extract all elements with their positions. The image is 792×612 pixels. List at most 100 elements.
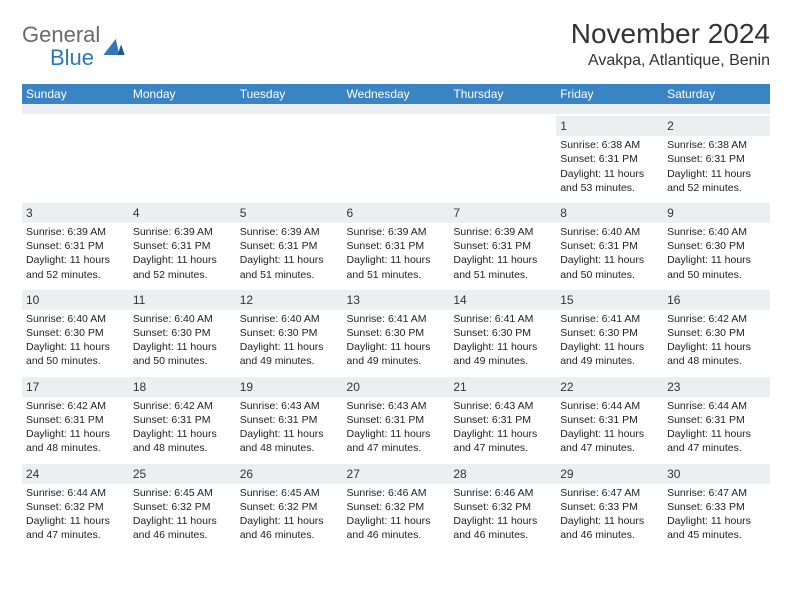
day-number: 19 <box>236 377 343 397</box>
day-cell <box>449 114 556 201</box>
day-number: 20 <box>343 377 450 397</box>
day-cell: 19Sunrise: 6:43 AMSunset: 6:31 PMDayligh… <box>236 375 343 462</box>
day-number: 12 <box>236 290 343 310</box>
day-cell: 7Sunrise: 6:39 AMSunset: 6:31 PMDaylight… <box>449 201 556 288</box>
weekday-header: Sunday <box>22 84 129 104</box>
day-number: 11 <box>129 290 236 310</box>
day-cell: 22Sunrise: 6:44 AMSunset: 6:31 PMDayligh… <box>556 375 663 462</box>
day-number: 5 <box>236 203 343 223</box>
day-number: 27 <box>343 464 450 484</box>
weekday-header: Wednesday <box>343 84 450 104</box>
day-info: Sunrise: 6:46 AMSunset: 6:32 PMDaylight:… <box>453 486 552 543</box>
day-number: 30 <box>663 464 770 484</box>
day-cell <box>22 114 129 201</box>
day-cell: 2Sunrise: 6:38 AMSunset: 6:31 PMDaylight… <box>663 114 770 201</box>
day-info: Sunrise: 6:40 AMSunset: 6:30 PMDaylight:… <box>667 225 766 282</box>
day-info: Sunrise: 6:44 AMSunset: 6:31 PMDaylight:… <box>667 399 766 456</box>
day-number: 23 <box>663 377 770 397</box>
day-cell: 4Sunrise: 6:39 AMSunset: 6:31 PMDaylight… <box>129 201 236 288</box>
day-info: Sunrise: 6:43 AMSunset: 6:31 PMDaylight:… <box>453 399 552 456</box>
day-info: Sunrise: 6:44 AMSunset: 6:31 PMDaylight:… <box>560 399 659 456</box>
day-cell: 6Sunrise: 6:39 AMSunset: 6:31 PMDaylight… <box>343 201 450 288</box>
day-number: 7 <box>449 203 556 223</box>
title-block: November 2024 Avakpa, Atlantique, Benin <box>571 18 770 70</box>
sail-icon <box>103 39 125 55</box>
day-info: Sunrise: 6:38 AMSunset: 6:31 PMDaylight:… <box>560 138 659 195</box>
day-number: 8 <box>556 203 663 223</box>
day-number: 22 <box>556 377 663 397</box>
day-number: 25 <box>129 464 236 484</box>
day-cell <box>236 114 343 201</box>
day-info: Sunrise: 6:38 AMSunset: 6:31 PMDaylight:… <box>667 138 766 195</box>
day-info: Sunrise: 6:39 AMSunset: 6:31 PMDaylight:… <box>240 225 339 282</box>
day-number: 29 <box>556 464 663 484</box>
brand-part2: Blue <box>22 45 94 70</box>
day-info: Sunrise: 6:39 AMSunset: 6:31 PMDaylight:… <box>26 225 125 282</box>
brand-logo: General Blue <box>22 18 125 70</box>
day-cell: 9Sunrise: 6:40 AMSunset: 6:30 PMDaylight… <box>663 201 770 288</box>
brand-part1: General <box>22 22 100 47</box>
day-cell: 18Sunrise: 6:42 AMSunset: 6:31 PMDayligh… <box>129 375 236 462</box>
calendar-page: General Blue November 2024 Avakpa, Atlan… <box>0 0 792 548</box>
day-number: 6 <box>343 203 450 223</box>
day-cell: 10Sunrise: 6:40 AMSunset: 6:30 PMDayligh… <box>22 288 129 375</box>
day-number: 3 <box>22 203 129 223</box>
day-info: Sunrise: 6:46 AMSunset: 6:32 PMDaylight:… <box>347 486 446 543</box>
day-info: Sunrise: 6:45 AMSunset: 6:32 PMDaylight:… <box>240 486 339 543</box>
day-cell: 17Sunrise: 6:42 AMSunset: 6:31 PMDayligh… <box>22 375 129 462</box>
calendar-week-row: 3Sunrise: 6:39 AMSunset: 6:31 PMDaylight… <box>22 201 770 288</box>
day-info: Sunrise: 6:45 AMSunset: 6:32 PMDaylight:… <box>133 486 232 543</box>
calendar-week-row: 17Sunrise: 6:42 AMSunset: 6:31 PMDayligh… <box>22 375 770 462</box>
day-number: 1 <box>556 116 663 136</box>
day-number: 13 <box>343 290 450 310</box>
day-info: Sunrise: 6:41 AMSunset: 6:30 PMDaylight:… <box>560 312 659 369</box>
day-info: Sunrise: 6:47 AMSunset: 6:33 PMDaylight:… <box>560 486 659 543</box>
weekday-header: Saturday <box>663 84 770 104</box>
calendar-body: 1Sunrise: 6:38 AMSunset: 6:31 PMDaylight… <box>22 114 770 548</box>
day-cell: 1Sunrise: 6:38 AMSunset: 6:31 PMDaylight… <box>556 114 663 201</box>
day-cell: 27Sunrise: 6:46 AMSunset: 6:32 PMDayligh… <box>343 462 450 549</box>
day-cell: 16Sunrise: 6:42 AMSunset: 6:30 PMDayligh… <box>663 288 770 375</box>
day-cell: 3Sunrise: 6:39 AMSunset: 6:31 PMDaylight… <box>22 201 129 288</box>
day-number: 21 <box>449 377 556 397</box>
header-spacer <box>22 104 770 114</box>
calendar-week-row: 24Sunrise: 6:44 AMSunset: 6:32 PMDayligh… <box>22 462 770 549</box>
day-cell: 20Sunrise: 6:43 AMSunset: 6:31 PMDayligh… <box>343 375 450 462</box>
day-info: Sunrise: 6:47 AMSunset: 6:33 PMDaylight:… <box>667 486 766 543</box>
calendar-week-row: 10Sunrise: 6:40 AMSunset: 6:30 PMDayligh… <box>22 288 770 375</box>
day-cell: 14Sunrise: 6:41 AMSunset: 6:30 PMDayligh… <box>449 288 556 375</box>
day-number: 24 <box>22 464 129 484</box>
day-number: 10 <box>22 290 129 310</box>
day-number: 2 <box>663 116 770 136</box>
day-number: 4 <box>129 203 236 223</box>
page-header: General Blue November 2024 Avakpa, Atlan… <box>22 18 770 70</box>
day-cell: 15Sunrise: 6:41 AMSunset: 6:30 PMDayligh… <box>556 288 663 375</box>
weekday-header-row: Sunday Monday Tuesday Wednesday Thursday… <box>22 84 770 104</box>
day-info: Sunrise: 6:40 AMSunset: 6:30 PMDaylight:… <box>133 312 232 369</box>
day-number: 18 <box>129 377 236 397</box>
day-cell: 24Sunrise: 6:44 AMSunset: 6:32 PMDayligh… <box>22 462 129 549</box>
weekday-header: Tuesday <box>236 84 343 104</box>
day-cell: 23Sunrise: 6:44 AMSunset: 6:31 PMDayligh… <box>663 375 770 462</box>
day-number: 26 <box>236 464 343 484</box>
weekday-header: Thursday <box>449 84 556 104</box>
day-cell: 26Sunrise: 6:45 AMSunset: 6:32 PMDayligh… <box>236 462 343 549</box>
day-cell: 25Sunrise: 6:45 AMSunset: 6:32 PMDayligh… <box>129 462 236 549</box>
day-cell: 21Sunrise: 6:43 AMSunset: 6:31 PMDayligh… <box>449 375 556 462</box>
day-cell: 12Sunrise: 6:40 AMSunset: 6:30 PMDayligh… <box>236 288 343 375</box>
day-cell: 29Sunrise: 6:47 AMSunset: 6:33 PMDayligh… <box>556 462 663 549</box>
day-cell: 5Sunrise: 6:39 AMSunset: 6:31 PMDaylight… <box>236 201 343 288</box>
day-info: Sunrise: 6:40 AMSunset: 6:30 PMDaylight:… <box>26 312 125 369</box>
day-info: Sunrise: 6:40 AMSunset: 6:30 PMDaylight:… <box>240 312 339 369</box>
weekday-header: Friday <box>556 84 663 104</box>
day-cell: 30Sunrise: 6:47 AMSunset: 6:33 PMDayligh… <box>663 462 770 549</box>
day-info: Sunrise: 6:39 AMSunset: 6:31 PMDaylight:… <box>347 225 446 282</box>
month-title: November 2024 <box>571 18 770 50</box>
day-info: Sunrise: 6:42 AMSunset: 6:31 PMDaylight:… <box>133 399 232 456</box>
day-info: Sunrise: 6:41 AMSunset: 6:30 PMDaylight:… <box>347 312 446 369</box>
day-info: Sunrise: 6:41 AMSunset: 6:30 PMDaylight:… <box>453 312 552 369</box>
day-info: Sunrise: 6:40 AMSunset: 6:31 PMDaylight:… <box>560 225 659 282</box>
day-info: Sunrise: 6:43 AMSunset: 6:31 PMDaylight:… <box>240 399 339 456</box>
day-info: Sunrise: 6:39 AMSunset: 6:31 PMDaylight:… <box>133 225 232 282</box>
day-info: Sunrise: 6:42 AMSunset: 6:31 PMDaylight:… <box>26 399 125 456</box>
